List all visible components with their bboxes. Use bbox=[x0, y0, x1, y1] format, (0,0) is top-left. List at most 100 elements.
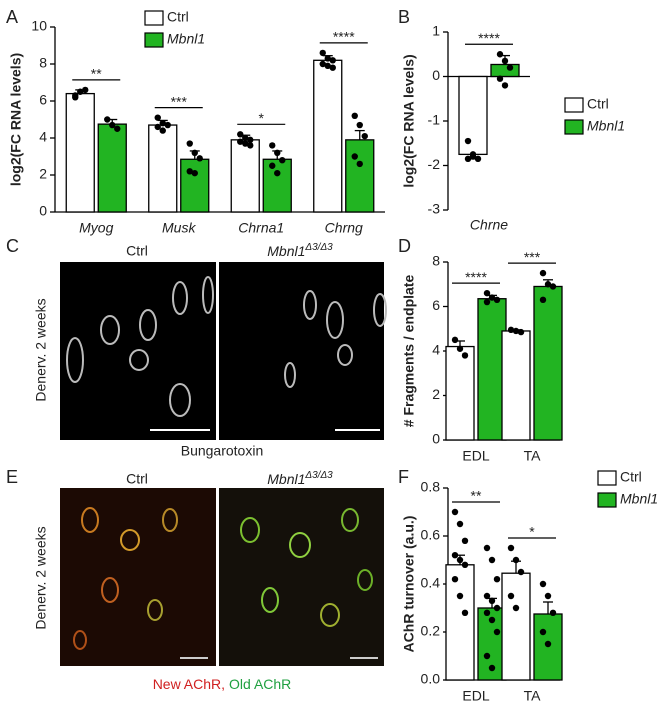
significance-label: **** bbox=[465, 269, 487, 285]
data-point bbox=[493, 628, 501, 636]
data-point bbox=[496, 51, 504, 58]
genotype-superscript: Δ3/Δ3 bbox=[304, 242, 333, 253]
data-point bbox=[517, 568, 525, 576]
legend-label: Mbnl1 bbox=[620, 491, 658, 507]
data-point bbox=[191, 169, 198, 177]
significance-label: *** bbox=[171, 93, 188, 109]
significance-label: *** bbox=[524, 249, 541, 265]
data-point bbox=[461, 609, 469, 616]
legend-swatch bbox=[597, 492, 617, 508]
panel-letter: E bbox=[6, 467, 18, 487]
y-axis-label: log2(FC RNA levels) bbox=[401, 54, 417, 187]
legend-label: Ctrl bbox=[587, 96, 609, 112]
data-point bbox=[488, 294, 496, 301]
data-point bbox=[501, 82, 509, 89]
data-point bbox=[451, 552, 459, 559]
y-tick-label: 0 bbox=[432, 431, 440, 447]
legend-label: Mbnl1 bbox=[587, 118, 625, 134]
data-point bbox=[237, 131, 244, 138]
bar bbox=[148, 124, 178, 213]
data-point bbox=[493, 296, 501, 304]
data-point bbox=[512, 556, 520, 564]
bar bbox=[533, 285, 563, 441]
data-point bbox=[154, 114, 161, 121]
bar bbox=[230, 139, 260, 213]
data-point bbox=[488, 556, 496, 564]
data-point bbox=[154, 123, 161, 131]
data-point bbox=[488, 664, 496, 672]
data-point bbox=[269, 142, 276, 149]
legend-label: Mbnl1 bbox=[167, 31, 205, 47]
y-tick-label: 0.4 bbox=[421, 575, 441, 591]
bar bbox=[490, 63, 520, 78]
data-point bbox=[456, 520, 464, 528]
data-point bbox=[329, 64, 336, 71]
legend-swatch bbox=[597, 470, 617, 486]
caption-red: New AChR, bbox=[153, 676, 225, 692]
bar bbox=[445, 564, 475, 681]
bar bbox=[65, 92, 95, 213]
significance-label: ** bbox=[91, 66, 102, 82]
data-point bbox=[464, 155, 472, 163]
data-point bbox=[501, 57, 509, 65]
y-tick-label: 1 bbox=[432, 23, 440, 39]
data-point bbox=[319, 49, 326, 57]
data-point bbox=[483, 289, 491, 297]
data-point bbox=[451, 508, 459, 516]
data-point bbox=[186, 168, 193, 175]
data-point bbox=[324, 55, 331, 62]
legend-label: Ctrl bbox=[620, 469, 642, 485]
data-point bbox=[351, 112, 358, 120]
panel-letter: A bbox=[6, 7, 18, 27]
bar bbox=[313, 59, 343, 213]
legend-swatch bbox=[564, 97, 584, 113]
data-point bbox=[496, 75, 504, 82]
data-point bbox=[361, 132, 368, 140]
y-tick-label: 10 bbox=[31, 18, 47, 34]
data-point bbox=[493, 604, 501, 612]
data-point bbox=[279, 157, 286, 164]
column-label: Ctrl bbox=[126, 243, 148, 259]
panel-letter: D bbox=[398, 236, 411, 256]
data-point bbox=[274, 169, 281, 177]
data-point bbox=[242, 134, 249, 142]
data-point bbox=[72, 92, 79, 99]
x-tick-label: Chrna1 bbox=[238, 220, 284, 236]
data-point bbox=[488, 616, 496, 624]
x-tick-label: Chrne bbox=[470, 217, 508, 233]
y-axis-label: AChR turnover (a.u.) bbox=[401, 516, 417, 653]
data-point bbox=[456, 345, 464, 352]
significance-label: * bbox=[529, 524, 535, 540]
data-point bbox=[474, 155, 482, 163]
x-tick-label: EDL bbox=[462, 688, 489, 704]
y-axis-label: log2(FC RNA levels) bbox=[8, 53, 24, 186]
endplates bbox=[73, 507, 373, 650]
y-tick-label: 4 bbox=[432, 342, 440, 358]
data-point bbox=[191, 149, 198, 156]
y-tick-label: 0.0 bbox=[421, 671, 441, 687]
bar bbox=[445, 345, 475, 441]
data-point bbox=[507, 544, 515, 552]
data-point bbox=[77, 88, 84, 95]
caption-green: Old AChR bbox=[229, 676, 291, 692]
legend-label: Ctrl bbox=[167, 9, 189, 25]
significance-label: ** bbox=[471, 488, 482, 504]
data-point bbox=[507, 326, 515, 334]
significance-label: **** bbox=[333, 29, 355, 45]
data-point bbox=[493, 576, 501, 583]
data-point bbox=[247, 142, 254, 149]
endplates bbox=[66, 276, 387, 417]
data-point bbox=[488, 597, 496, 604]
row-label: Denerv. 2 weeks bbox=[33, 526, 49, 629]
data-point bbox=[242, 140, 249, 147]
y-tick-label: 0.6 bbox=[421, 527, 441, 543]
data-point bbox=[109, 121, 116, 129]
data-point bbox=[483, 592, 491, 600]
panel-letter: B bbox=[398, 7, 410, 27]
genotype: Mbnl1 bbox=[267, 243, 305, 259]
data-point bbox=[356, 121, 363, 129]
data-point bbox=[517, 328, 525, 336]
data-point bbox=[237, 138, 244, 145]
bar bbox=[262, 158, 292, 213]
